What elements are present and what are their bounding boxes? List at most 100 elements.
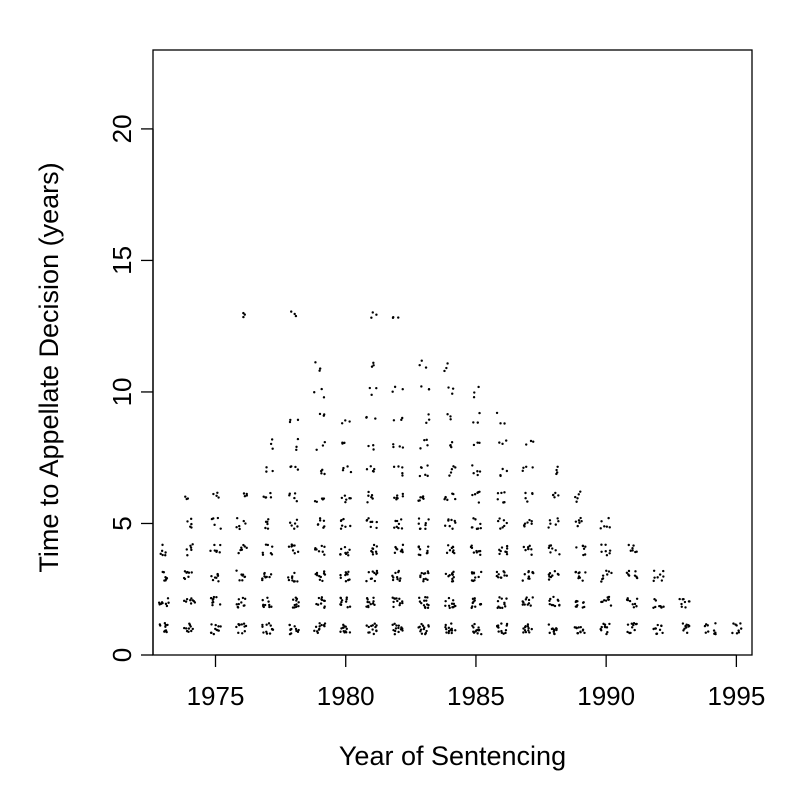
data-point	[474, 605, 477, 608]
data-point	[268, 632, 272, 635]
data-point	[603, 525, 606, 528]
data-point	[479, 570, 483, 574]
data-point	[398, 579, 401, 582]
data-point	[505, 469, 509, 473]
data-point	[323, 622, 327, 625]
data-point	[662, 605, 665, 608]
data-point	[417, 522, 420, 525]
data-point	[498, 606, 502, 610]
data-point	[555, 627, 558, 631]
data-point	[496, 624, 500, 627]
data-point	[348, 420, 351, 423]
data-point	[497, 630, 500, 633]
data-point	[549, 551, 552, 554]
data-point	[189, 625, 192, 628]
data-point	[576, 497, 579, 500]
data-point	[212, 597, 215, 601]
data-point	[372, 448, 375, 451]
data-point	[365, 579, 368, 583]
data-point	[422, 580, 425, 583]
data-point	[526, 546, 530, 549]
data-point	[505, 547, 509, 550]
data-point	[339, 547, 343, 551]
data-point	[365, 624, 368, 627]
data-point	[241, 632, 244, 635]
data-point	[707, 630, 710, 633]
data-point	[418, 499, 421, 502]
data-point	[318, 625, 321, 628]
data-point	[632, 621, 636, 625]
data-point	[451, 387, 455, 390]
data-point	[449, 443, 452, 447]
data-point	[581, 579, 584, 582]
data-point	[401, 474, 404, 477]
data-point	[524, 630, 528, 634]
data-point	[213, 523, 216, 527]
data-point	[210, 631, 213, 635]
data-point	[628, 631, 631, 635]
data-point	[604, 543, 607, 546]
data-point	[323, 525, 326, 528]
data-point	[369, 465, 372, 468]
data-point	[499, 422, 502, 425]
data-point	[401, 492, 405, 496]
data-point	[217, 625, 220, 628]
data-point	[556, 465, 559, 468]
data-point	[317, 596, 321, 600]
data-point	[342, 517, 345, 521]
data-point	[522, 631, 525, 634]
data-point	[367, 517, 370, 520]
data-point	[313, 500, 317, 503]
data-point	[244, 522, 247, 525]
data-point	[340, 599, 344, 602]
data-point	[318, 369, 321, 372]
data-point	[245, 494, 249, 497]
data-point	[454, 497, 457, 501]
data-point	[443, 369, 446, 373]
data-point	[555, 468, 558, 472]
data-point	[479, 553, 482, 557]
data-point	[446, 544, 450, 547]
data-point	[523, 573, 526, 576]
data-point	[235, 516, 239, 520]
data-point	[397, 626, 400, 630]
data-point	[525, 596, 528, 599]
data-point	[530, 520, 533, 523]
data-point	[632, 606, 636, 609]
data-point	[370, 316, 373, 319]
data-point	[342, 626, 345, 629]
data-point	[345, 598, 348, 601]
data-point	[504, 439, 508, 442]
data-point	[662, 575, 665, 578]
data-point	[476, 421, 479, 424]
data-point	[553, 569, 557, 573]
data-point	[575, 500, 578, 503]
data-point	[295, 500, 299, 503]
data-point	[243, 313, 246, 316]
x-tick-label: 1985	[447, 681, 505, 711]
data-point	[191, 543, 194, 546]
data-point	[296, 418, 300, 422]
plot-frame	[152, 49, 753, 656]
data-point	[341, 441, 344, 444]
data-point	[551, 493, 555, 497]
data-point	[398, 602, 402, 605]
data-point	[296, 468, 300, 471]
data-point	[444, 626, 447, 629]
data-point	[210, 574, 213, 578]
data-point	[339, 597, 343, 600]
data-point	[288, 632, 292, 636]
data-point	[265, 470, 268, 473]
data-point	[345, 498, 348, 501]
data-point	[499, 527, 502, 530]
data-point	[684, 606, 687, 609]
data-point	[344, 625, 347, 628]
data-point	[262, 603, 265, 606]
data-point	[293, 312, 296, 316]
data-point	[631, 549, 634, 552]
data-point	[526, 623, 530, 626]
data-point	[502, 570, 505, 573]
data-point	[626, 623, 630, 626]
data-point	[342, 466, 345, 470]
data-point	[401, 446, 405, 449]
